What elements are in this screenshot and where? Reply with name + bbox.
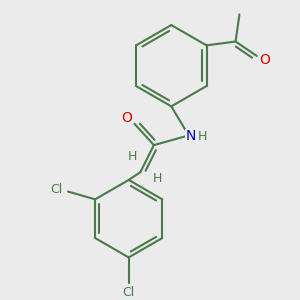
- Text: Cl: Cl: [50, 183, 63, 196]
- Text: H: H: [153, 172, 162, 184]
- Text: H: H: [128, 150, 137, 163]
- Text: O: O: [121, 111, 132, 125]
- Text: Cl: Cl: [123, 286, 135, 299]
- Text: O: O: [259, 53, 270, 67]
- Text: N: N: [185, 129, 196, 143]
- Text: H: H: [198, 130, 207, 143]
